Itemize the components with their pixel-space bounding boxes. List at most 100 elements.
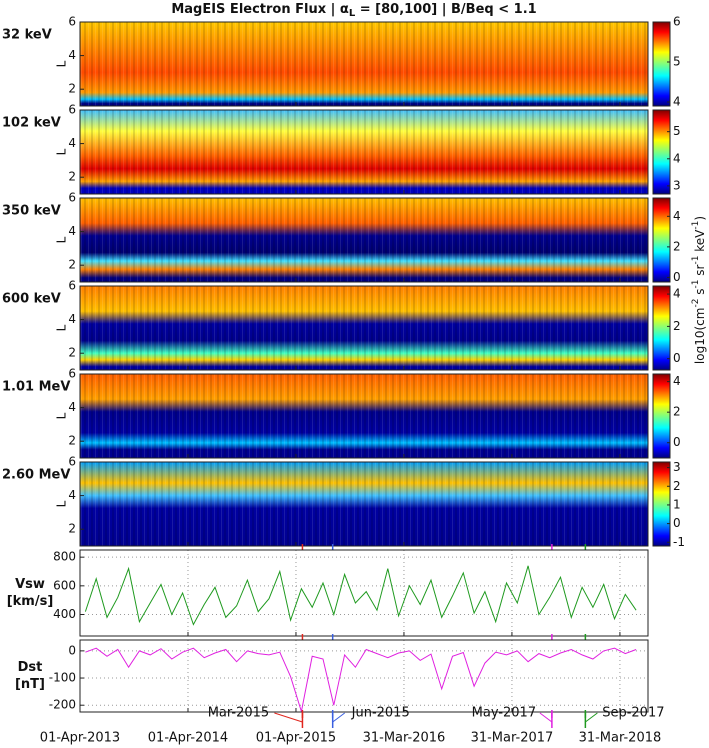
colorbar-tick-label: 5 [673,55,681,69]
panel-label: 350 keV [2,204,61,219]
y-tick-label: 6 [68,455,76,469]
colorbar-label-part: -1 [691,256,701,265]
colorbar-tick-label: 2 [673,239,681,253]
title-part: = [80,100] | B/Beq < 1.1 [355,2,536,17]
chart-title: MagEIS Electron Flux | αL = [80,100] | B… [171,2,536,20]
y-tick-label: 2 [68,82,76,96]
y-tick-label: 2 [68,522,76,536]
colorbar [652,109,671,195]
y-tick-label: 4 [68,488,76,502]
panel-frame [79,21,649,107]
y-tick-label: 4 [68,224,76,238]
panel-frame [79,549,649,637]
event-connector [539,712,553,723]
data-line [84,565,637,626]
colorbar-label-part: log10(cm [693,308,707,365]
y-axis-label: [km/s] [7,594,54,609]
y-axis-label: L [55,236,69,243]
title-part: MagEIS Electron Flux | α [171,2,349,17]
y-axis-label: L [55,60,69,67]
panel-label: 32 keV [2,28,52,43]
panel-bg [80,640,648,712]
y-tick-label: 2 [68,434,76,448]
colorbar-tick-label: 2 [673,405,681,419]
colorbar-tick-label: 3 [673,460,681,474]
colorbar-tick-label: 0 [673,435,681,449]
panel-bg [80,550,648,636]
y-tick-label: 6 [68,191,76,205]
colorbar-label-part: ) [693,216,707,221]
colorbar-label-part: s [693,288,707,298]
colorbar-tick-label: 0 [673,351,681,365]
colorbar-label-part: -1 [691,221,701,230]
x-tick-label: 01-Apr-2015 [256,731,336,746]
y-tick-label: 2 [68,258,76,272]
y-tick-label: 2 [68,170,76,184]
colorbar [652,197,671,283]
y-tick-label: 400 [53,607,76,621]
y-axis-label: Dst [18,660,43,675]
colorbar-label-part: -1 [691,280,701,289]
x-tick-label: 31-Mar-2017 [471,731,554,746]
y-tick-label: 600 [53,578,76,592]
colorbar-tick-label: 2 [673,479,681,493]
x-tick-label: 01-Apr-2014 [148,731,228,746]
colorbar-tick-label: 0 [673,270,681,284]
x-tick-label: 01-Apr-2013 [40,731,120,746]
y-tick-label: -200 [49,698,76,712]
colorbar-tick-label: 4 [673,209,681,223]
colorbar-tick-label: 3 [673,178,681,192]
y-tick-label: 4 [68,400,76,414]
title-part: L [349,8,356,19]
y-tick-label: 0 [68,643,76,657]
panel-frame [79,109,649,195]
panel-label: 2.60 MeV [2,468,70,483]
panel-label: 102 keV [2,116,61,131]
spectrogram-texture [80,286,648,370]
colorbar [652,21,671,107]
data-line [85,647,637,712]
y-tick-label: 6 [68,15,76,29]
colorbar-tick-label: 2 [673,319,681,333]
y-axis-label: L [55,500,69,507]
y-tick-label: 2 [68,346,76,360]
colorbar-tick-label: 4 [673,287,681,301]
event-label: Mar-2015 [208,706,269,721]
y-tick-label: 4 [68,312,76,326]
spectrogram-texture [80,374,648,458]
event-connector [332,712,345,723]
colorbar-tick-label: 1 [673,497,681,511]
event-connector [274,712,303,723]
x-tick-label: 31-Mar-2018 [579,731,662,746]
spectrogram-texture [80,462,648,546]
panel-frame [79,285,649,371]
y-tick-label: 4 [68,136,76,150]
event-connector [585,712,598,723]
y-axis-label: L [55,148,69,155]
y-tick-label: 4 [68,48,76,62]
colorbar-label-part: sr [693,264,707,279]
y-axis-label: Vsw [15,577,45,592]
y-axis-label: L [55,412,69,419]
spectrogram-texture [80,110,648,194]
panel-frame [79,373,649,459]
panel-frame [79,639,649,713]
panel-frame [79,461,649,547]
x-tick-label: 31-Mar-2016 [363,731,446,746]
y-axis-label: L [55,324,69,331]
event-label: Jun-2015 [351,706,410,721]
colorbar [652,285,671,371]
colorbar-tick-label: -1 [673,535,685,549]
colorbar-label-part: -2 [691,299,701,308]
colorbar-tick-label: 4 [673,151,681,165]
colorbar-tick-label: 5 [673,124,681,138]
y-tick-label: 6 [68,367,76,381]
colorbar-tick-label: 4 [673,95,681,109]
event-label: Sep-2017 [602,706,664,721]
y-tick-label: -100 [49,671,76,685]
colorbar-tick-label: 6 [673,15,681,29]
spectrogram-texture [80,198,648,282]
y-tick-label: 6 [68,103,76,117]
panel-label: 600 keV [2,292,61,307]
